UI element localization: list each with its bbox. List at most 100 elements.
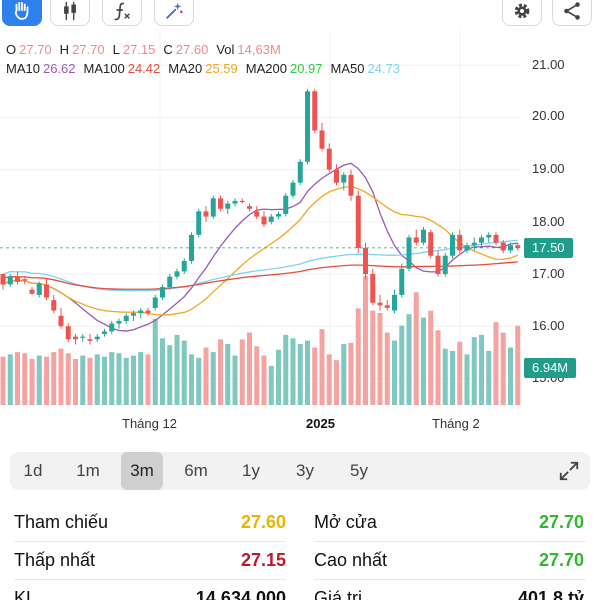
volume-bar [326, 354, 332, 405]
candle-body [123, 315, 129, 321]
candle-body [442, 255, 448, 274]
volume-bar [36, 355, 42, 405]
hand-tool-button[interactable] [2, 0, 42, 26]
candle-body [493, 234, 499, 243]
candle-body [341, 174, 347, 183]
period-1m[interactable]: 1m [76, 461, 100, 480]
candle-body [239, 200, 245, 203]
candle-body [326, 148, 332, 170]
candle-body [305, 91, 310, 162]
volume-bar [500, 332, 506, 405]
candle-body [44, 284, 49, 298]
period-3m[interactable]: 3m [121, 452, 163, 490]
vol-value: 14,63M [237, 42, 281, 57]
share-button[interactable] [552, 0, 592, 26]
y-tick-19: 19.00 [532, 161, 565, 176]
volume-bar [268, 365, 274, 405]
candle-body [312, 91, 318, 131]
ma20-line [2, 185, 518, 316]
candle-body [181, 260, 187, 272]
open-price-value: 27.70 [538, 512, 584, 532]
candle-body [116, 320, 122, 324]
high-label: H [59, 42, 70, 57]
ma20-value: 25.59 [205, 61, 238, 76]
candle-body [145, 310, 151, 314]
volume-bar [406, 314, 412, 405]
candle-body [131, 313, 136, 316]
volume-bar [471, 337, 477, 405]
gear-icon [514, 3, 530, 19]
volume-bar [145, 354, 151, 405]
ma10-label: MA10 [6, 61, 40, 76]
candle-body [80, 336, 86, 338]
candle-body [102, 331, 107, 335]
value-label: Giá trị [314, 588, 363, 600]
volume-bar [174, 334, 180, 405]
candle-body [283, 195, 289, 214]
candle-body [7, 276, 13, 285]
settings-button[interactable] [502, 0, 542, 26]
period-1y[interactable]: 1y [242, 461, 260, 480]
y-tick-20: 20.00 [532, 108, 565, 123]
candle-body [167, 276, 173, 288]
candle-body [348, 174, 354, 196]
candle-body [297, 161, 303, 183]
volume-bar [116, 353, 122, 405]
chart-toolbar [0, 0, 600, 28]
period-1d[interactable]: 1d [23, 461, 43, 480]
drawing-tools-button[interactable] [154, 0, 194, 26]
volume-bar [392, 340, 397, 405]
volume-bar [508, 347, 513, 405]
period-3y[interactable]: 3y [296, 461, 314, 480]
open-price-label: Mở cửa [314, 512, 377, 532]
candle-body [174, 271, 180, 277]
high-price-value: 27.70 [538, 550, 584, 570]
value-value: 401,8 tỷ [517, 588, 584, 600]
volume-bar [73, 359, 78, 405]
vol-label: Vol [216, 42, 235, 57]
period-selector: 1d 1m 3m 6m 1y 3y 5y [10, 452, 590, 490]
volume-bar [44, 356, 49, 405]
volume-bar [276, 349, 281, 405]
candle-body [73, 336, 78, 340]
chart-type-button[interactable] [50, 0, 90, 26]
volume-bar [102, 356, 107, 405]
stats-divider-left-2 [14, 579, 286, 580]
volume-bar [341, 344, 347, 405]
candle-body [51, 300, 57, 311]
candle-body [515, 245, 521, 248]
price-chart[interactable] [0, 30, 600, 435]
period-5y[interactable]: 5y [350, 461, 368, 480]
indicator-button[interactable] [102, 0, 142, 26]
volume-bar [218, 339, 223, 405]
y-tick-18: 18.00 [532, 214, 565, 229]
volume-bar [254, 346, 260, 405]
share-icon [564, 2, 580, 20]
volume-bar [428, 310, 434, 405]
candle-body [58, 315, 64, 327]
volume-bar [109, 352, 115, 405]
period-6m[interactable]: 6m [184, 461, 208, 480]
candle-body [276, 213, 281, 217]
candle-body [65, 326, 71, 340]
volume-bar [51, 352, 57, 405]
volume-bar [283, 334, 289, 405]
low-price-label: Thấp nhất [14, 550, 96, 570]
volume-bar [442, 348, 448, 405]
function-icon [114, 2, 130, 21]
candle-body [152, 297, 158, 308]
stats-divider-right-2 [314, 579, 586, 580]
candlestick-icon [64, 1, 76, 21]
expand-icon[interactable] [558, 460, 580, 482]
candle-body [94, 336, 100, 340]
volume-bar [232, 355, 238, 405]
candle-body [290, 182, 296, 196]
candle-body [254, 211, 260, 217]
volume-bar [80, 355, 86, 405]
close-value: 27.60 [175, 42, 209, 57]
candle-body [15, 276, 20, 282]
volume-bar [152, 318, 158, 405]
stats-divider-right-1 [314, 541, 586, 542]
candle-body [464, 245, 470, 251]
volume-bar [29, 359, 35, 405]
